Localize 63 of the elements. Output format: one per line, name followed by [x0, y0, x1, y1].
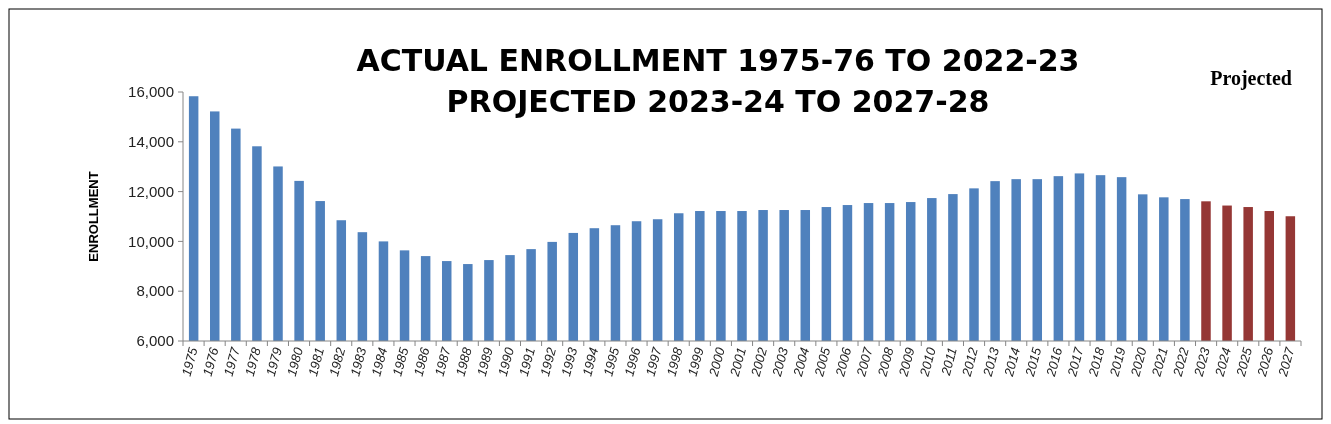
x-tick-label: 2013	[979, 345, 1003, 379]
x-tick-label: 1981	[305, 345, 328, 378]
x-tick-label: 2016	[1043, 345, 1066, 379]
x-tick-label: 2008	[874, 345, 897, 379]
x-tick-label: 2005	[811, 345, 834, 379]
x-tick-label: 2003	[768, 345, 792, 379]
x-tick-label: 2021	[1148, 345, 1171, 379]
x-tick-label: 1977	[220, 345, 243, 378]
x-tick-label: 2007	[853, 345, 876, 379]
x-tick-label: 2026	[1253, 345, 1277, 379]
x-tick-label: 1996	[621, 345, 644, 378]
x-tick-label: 2011	[937, 345, 960, 378]
x-tick-label: 1994	[579, 345, 602, 378]
x-tick-label: 2010	[916, 345, 939, 379]
x-tick-label: 2012	[958, 345, 982, 379]
x-tick-label: 1995	[600, 345, 623, 378]
text: Projected	[1210, 67, 1292, 90]
x-tick-label: 2024	[1211, 345, 1234, 379]
x-tick-label: 1976	[199, 345, 222, 378]
x-tick-label: 1997	[642, 345, 665, 378]
x-tick-label: 1992	[537, 345, 560, 378]
y-tick-label: 10,000	[128, 232, 174, 250]
x-tick-label: 1990	[494, 345, 518, 378]
x-tick-label: 1991	[516, 345, 538, 378]
x-tick-label: 2022	[1169, 345, 1192, 379]
x-tick-label: 2001	[726, 345, 749, 379]
x-tick-label: 2015	[1021, 345, 1045, 379]
x-tick-label: 2023	[1190, 345, 1214, 379]
x-tick-label: 1987	[431, 345, 454, 378]
x-tick-label: 1989	[473, 345, 496, 378]
x-tick-label: 2009	[895, 345, 918, 379]
x-tick-label: 2027	[1275, 345, 1298, 379]
x-tick-label: 1985	[389, 345, 412, 378]
x-tick-label: 1998	[663, 345, 686, 378]
x-tick-label: 1975	[178, 345, 201, 378]
x-tick-label: 2020	[1127, 345, 1150, 379]
y-tick-label: 16,000	[128, 83, 174, 101]
x-tick-label: 2025	[1232, 345, 1256, 379]
x-tick-label: 2002	[747, 345, 771, 379]
chart-title: ACTUAL ENROLLMENT 1975-76 TO 2022-23	[356, 43, 1080, 78]
x-tick-label: 2014	[1000, 345, 1024, 379]
y-tick-label: 8,000	[136, 282, 174, 300]
y-axis-title: ENROLLMENT	[86, 171, 101, 262]
x-tick-label: 2000	[705, 345, 729, 379]
x-tick-label: 1982	[326, 345, 349, 378]
y-tick-label: 12,000	[128, 182, 174, 200]
x-tick-label: 2004	[789, 345, 813, 379]
chart-subtitle: PROJECTED 2023-24 TO 2027-28	[446, 84, 990, 119]
x-tick-label: 1979	[262, 345, 285, 378]
x-tick-label: 1999	[684, 345, 707, 378]
x-tick-label: 2019	[1106, 345, 1129, 379]
x-tick-label: 2018	[1085, 345, 1108, 379]
x-tick-label: 2017	[1064, 345, 1087, 379]
y-tick-label: 6,000	[136, 332, 174, 350]
x-tick-label: 1983	[347, 345, 370, 378]
x-tick-label: 1993	[558, 345, 581, 378]
x-tick-label: 1984	[368, 345, 391, 378]
x-tick-label: 1986	[410, 345, 433, 378]
x-tick-label: 1980	[284, 345, 307, 378]
y-tick-label: 14,000	[128, 133, 174, 151]
x-tick-label: 2006	[832, 345, 855, 379]
x-tick-label: 1978	[241, 345, 265, 378]
x-tick-label: 1988	[452, 345, 475, 378]
